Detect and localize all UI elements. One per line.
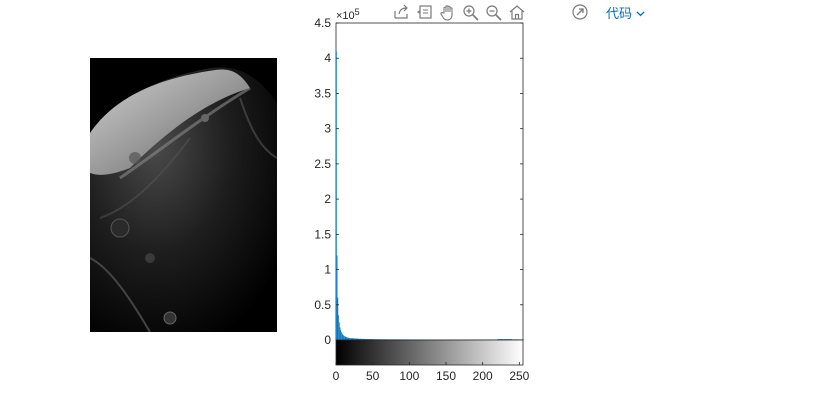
pan-icon[interactable]: [438, 3, 458, 21]
plot-area: [335, 22, 524, 341]
y-tick-label: 2: [324, 192, 331, 206]
histogram-bar: [342, 334, 344, 340]
x-tick-label: 250: [509, 369, 529, 383]
histogram-bar: [347, 337, 348, 340]
y-tick-label: 1.5: [314, 227, 331, 241]
code-menu-label: 代码: [606, 6, 633, 21]
y-tick-label: 3.5: [314, 86, 331, 100]
histogram-bar: [349, 338, 351, 340]
histogram-bar: [343, 335, 345, 340]
figure-toolbar: [392, 2, 593, 22]
home-icon[interactable]: [507, 3, 527, 21]
x-axis: 0 50 100 150 200 250: [333, 362, 530, 383]
histogram-bar: [341, 333, 343, 340]
histogram-bar: [339, 327, 341, 340]
x-tick-label: 150: [436, 369, 456, 383]
histogram-bar: [349, 338, 350, 340]
grayscale-image-drawing: [90, 58, 277, 332]
histogram-bar: [341, 332, 342, 340]
y-tick-label: 3: [324, 122, 331, 136]
grayscale-colorbar: [335, 339, 524, 366]
histogram-bar: [361, 338, 366, 340]
histogram-bar: [365, 339, 373, 340]
x-tick-label: 100: [399, 369, 419, 383]
histogram-bar: [344, 336, 345, 340]
y-axis: 0 0.5 1 1.5 2 2.5 3 3.5 4 4.5: [314, 16, 523, 347]
open-in-window-icon[interactable]: [570, 3, 590, 21]
export-icon[interactable]: [392, 3, 412, 21]
histogram-bar: [336, 255, 338, 340]
data-tips-icon[interactable]: [415, 3, 435, 21]
y-tick-label: 1: [324, 263, 331, 277]
zoom-in-icon[interactable]: [461, 3, 481, 21]
chevron-down-icon: [636, 5, 645, 20]
y-tick-label: 0.5: [314, 298, 331, 312]
histogram-bar: [345, 336, 347, 340]
y-tick-label: 0: [324, 333, 331, 347]
histogram-bar: [338, 322, 340, 340]
histogram-bar: [336, 51, 337, 341]
code-menu-button[interactable]: 代码: [606, 3, 645, 22]
y-tick-label: 4: [324, 51, 331, 65]
x-tick-label: 50: [366, 369, 380, 383]
x-tick-label: 0: [333, 369, 340, 383]
histogram-bar: [354, 338, 358, 340]
histogram-bar: [358, 338, 362, 340]
histogram-bar: [523, 338, 524, 340]
grayscale-image: [90, 58, 277, 332]
histogram-bar: [348, 337, 350, 340]
histogram-bar: [350, 338, 355, 340]
x-tick-label: 200: [473, 369, 493, 383]
zoom-out-icon[interactable]: [484, 3, 504, 21]
histogram-bar: [344, 336, 346, 340]
y-tick-label: 2.5: [314, 157, 331, 171]
histogram-bar: [346, 337, 347, 340]
histogram-bar: [338, 315, 339, 340]
y-axis-multiplier: ×105: [336, 7, 360, 22]
histogram-bar: [337, 297, 339, 340]
histogram-bar: [497, 339, 512, 340]
histogram-bar: [347, 337, 349, 340]
y-tick-label: 4.5: [314, 16, 331, 30]
histogram-bar: [340, 330, 342, 340]
